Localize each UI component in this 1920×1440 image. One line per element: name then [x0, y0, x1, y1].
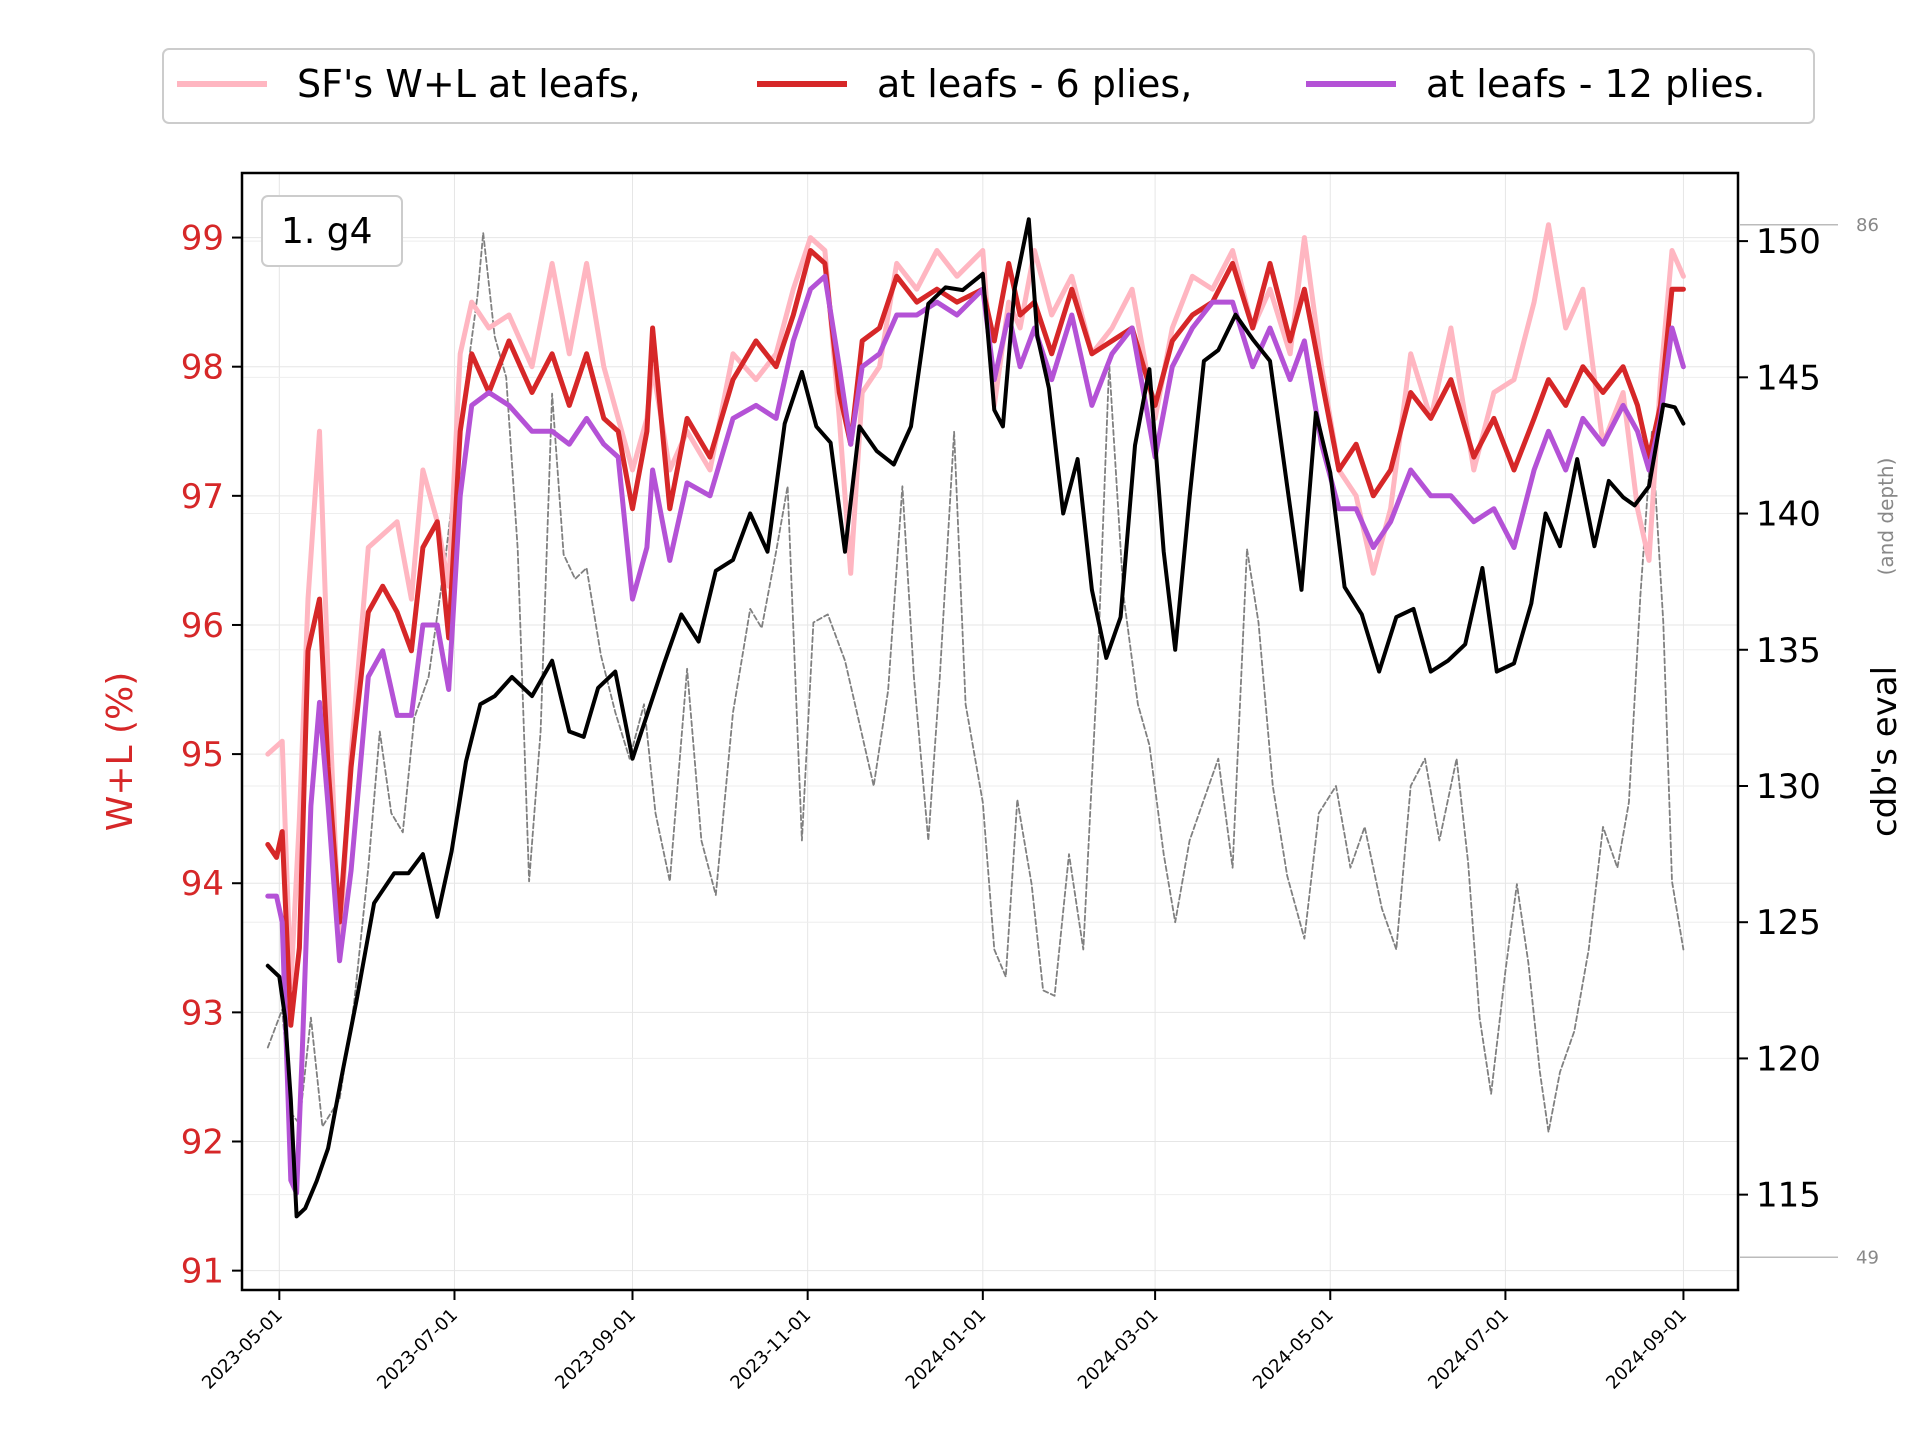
depth-range-label: 49	[1856, 1247, 1879, 1268]
x-tick-label: 2023-11-01	[726, 1305, 815, 1394]
y-tick-label-right: 140	[1756, 495, 1821, 535]
x-tick-label: 2024-01-01	[902, 1305, 991, 1394]
y-tick-label-left: 94	[181, 864, 224, 904]
y-tick-label-right: 115	[1756, 1176, 1821, 1216]
y-tick-label-left: 95	[181, 735, 224, 775]
y-tick-label-left: 93	[181, 993, 224, 1033]
series-layer	[265, 217, 1686, 1219]
y-axis-subtitle-right: (and depth)	[1874, 458, 1898, 576]
x-tick-label: 2023-05-01	[198, 1305, 287, 1394]
y-tick-label-left: 96	[181, 606, 224, 646]
series-line-wl-1	[265, 248, 1686, 1028]
y-tick-label-left: 98	[181, 348, 224, 388]
y-tick-label-left: 97	[181, 477, 224, 517]
y-tick-label-right: 150	[1756, 222, 1821, 262]
plot-frame	[240, 171, 1740, 1292]
legend-label: at leafs - 12 plies.	[1426, 62, 1765, 106]
x-tick-label: 2024-03-01	[1074, 1305, 1163, 1394]
series-line-wl-0	[265, 222, 1686, 989]
depth-range-label: 86	[1856, 215, 1879, 236]
x-tick-label: 2024-07-01	[1424, 1305, 1513, 1394]
y-axis-title-right: cdb's eval	[1865, 666, 1905, 837]
series-line-depth	[266, 232, 1685, 1133]
y-tick-label-left: 92	[181, 1122, 224, 1162]
inset-label: 1. g4	[281, 211, 373, 252]
y-tick-label-right: 125	[1756, 903, 1821, 943]
inset-label-box: 1. g4	[261, 195, 403, 267]
y-tick-label-right: 135	[1756, 631, 1821, 671]
x-tick-label: 2024-09-01	[1602, 1305, 1691, 1394]
y-tick-label-left: 99	[181, 219, 224, 259]
series-line-cdb-eval	[265, 217, 1686, 1219]
x-tick-label: 2023-07-01	[373, 1305, 462, 1394]
series-line-wl-2	[265, 273, 1686, 1196]
y-tick-label-right: 120	[1756, 1039, 1821, 1079]
y-tick-label-right: 130	[1756, 767, 1821, 807]
x-tick-label: 2024-05-01	[1249, 1305, 1338, 1394]
x-tick-label: 2023-09-01	[551, 1305, 640, 1394]
y-tick-label-left: 91	[181, 1252, 224, 1292]
y-axis-title-left: W+L (%)	[100, 672, 141, 832]
legend-label: at leafs - 6 plies,	[877, 62, 1192, 106]
legend: SF's W+L at leafs, at leafs - 6 plies, at …	[162, 48, 1815, 124]
y-tick-label-right: 145	[1756, 358, 1821, 398]
legend-label: SF's W+L at leafs,	[297, 62, 641, 106]
